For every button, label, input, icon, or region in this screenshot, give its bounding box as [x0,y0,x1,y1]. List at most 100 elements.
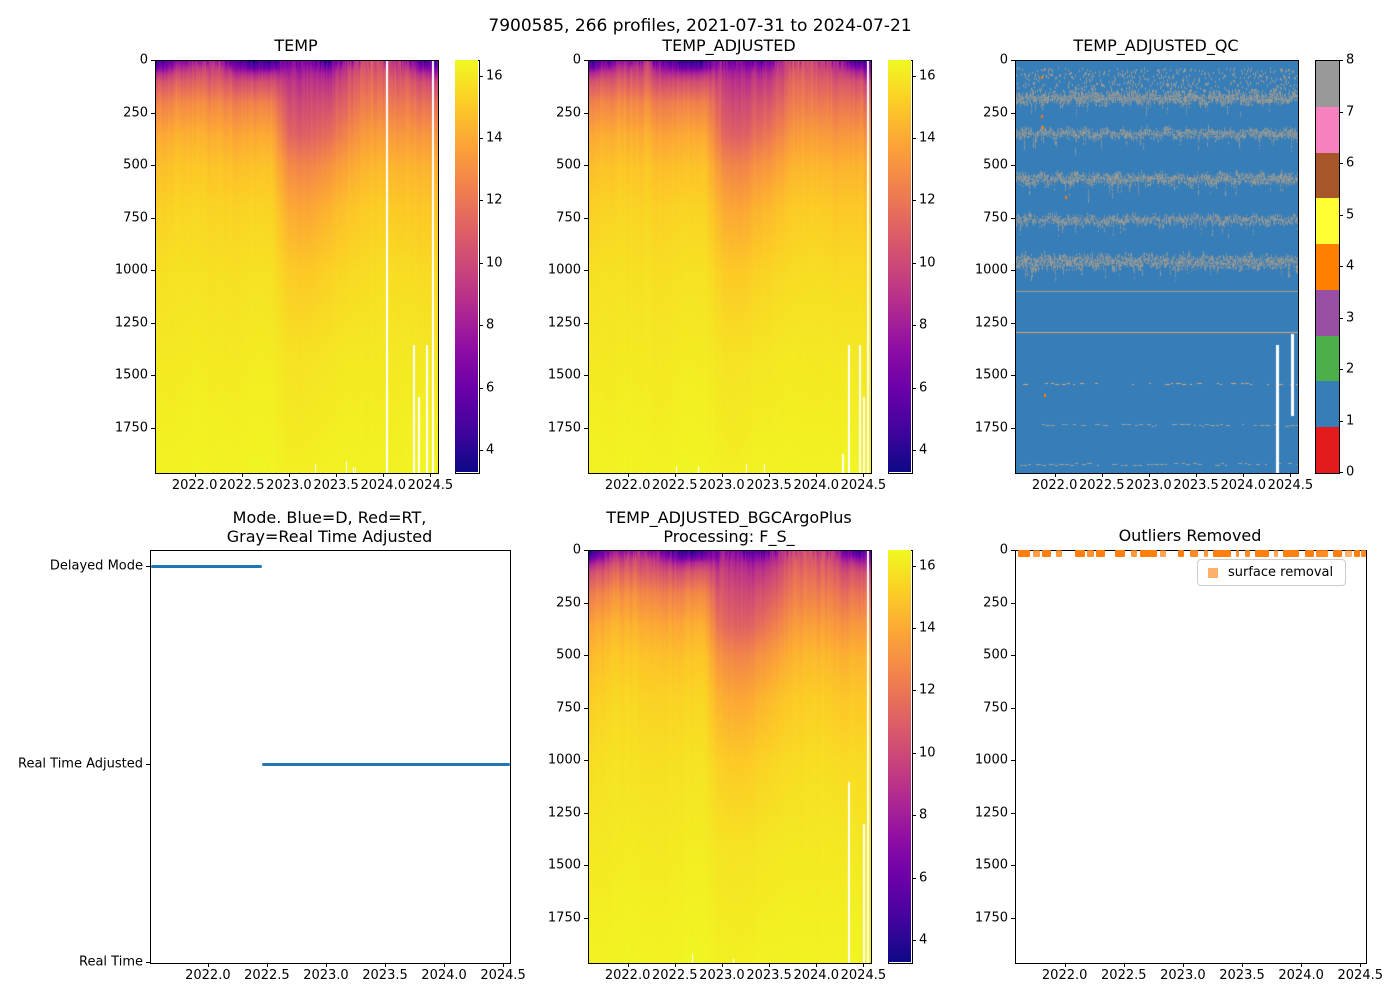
y-tick-label: 0 [572,542,581,558]
colorbar-tick [912,940,916,942]
mode-category-label: Delayed Mode [49,558,143,574]
colorbar-tick-label: 0 [1346,464,1355,480]
colorbar-tick [479,262,483,264]
x-tick [266,963,268,967]
colorbar-tick-label: 12 [919,192,936,208]
y-tick-label: 1750 [547,910,581,926]
bgc-title: TEMP_ADJUSTED_BGCArgoPlus Processing: F_… [606,508,851,546]
temp-adjusted-colorbar [888,60,913,474]
x-tick-label: 2023.0 [1126,478,1172,493]
x-tick [674,963,676,967]
qc-colorbar-segment [1316,61,1339,107]
surface-removal-marker-run [1204,549,1208,557]
temp-colorbar [455,60,480,474]
colorbar-tick-label: 4 [486,442,495,458]
y-tick-label: 0 [999,52,1008,68]
x-tick-label: 2022.0 [1031,478,1078,493]
x-tick-label: 2024.5 [840,968,887,983]
y-tick [584,427,588,429]
x-tick-label: 2024.5 [480,968,526,983]
colorbar-tick-label: 6 [486,380,495,396]
y-tick [584,112,588,114]
x-tick-label: 2022.0 [1041,968,1088,983]
x-tick-label: 2023.5 [1219,968,1265,983]
x-tick [1360,963,1362,967]
y-tick [151,322,155,324]
bgc-heatmap-axes [588,550,872,964]
temp-adjusted-title: TEMP_ADJUSTED [662,36,796,55]
colorbar-tick-label: 14 [919,620,936,636]
colorbar-tick-label: 8 [919,807,928,823]
surface-removal-marker-run [1254,549,1270,557]
x-tick-label: 2023.0 [266,478,312,493]
qc-colorbar-segment [1316,427,1339,473]
x-tick [769,963,771,967]
y-tick-label: 750 [983,700,1008,716]
y-tick [1011,760,1015,762]
x-tick [816,963,818,967]
temp-title: TEMP [274,36,318,55]
x-tick-label: 2023.5 [746,968,792,983]
y-tick-label: 1000 [547,262,581,278]
surface-removal-marker-run [1354,549,1361,557]
x-tick-label: 2023.0 [699,968,745,983]
x-tick-label: 2022.0 [171,478,218,493]
colorbar-tick [479,75,483,77]
y-tick-label: 500 [556,157,581,173]
y-tick [584,270,588,272]
y-tick [1011,165,1015,167]
y-tick [151,270,155,272]
x-tick [721,963,723,967]
surface-removal-marker-run [1361,549,1366,557]
y-tick-label: 1000 [114,262,148,278]
y-tick-label: 750 [983,210,1008,226]
colorbar-tick-label: 12 [486,192,503,208]
x-tick-label: 2024.5 [1337,968,1384,983]
x-tick [207,963,209,967]
colorbar-tick-label: 10 [919,255,936,271]
colorbar-tick [1339,163,1343,164]
y-tick-label: 1250 [547,315,581,331]
mode-category-label: Real Time [79,954,143,970]
y-tick [151,217,155,219]
y-tick [584,60,588,61]
y-tick-label: 1250 [974,315,1008,331]
surface-removal-marker-run [1096,549,1105,557]
x-tick-label: 2022.5 [1101,968,1147,983]
x-tick-label: 2022.5 [1079,478,1125,493]
x-tick-label: 2024.5 [407,478,454,493]
x-tick-label: 2024.0 [1220,478,1266,493]
colorbar-tick-label: 1 [1346,413,1355,428]
temp-heatmap-canvas [156,61,438,473]
mode-title-line1: Mode. Blue=D, Red=RT, [232,508,427,527]
colorbar-tick [912,138,916,140]
y-tick [151,165,155,167]
surface-removal-marker-run [1042,549,1052,557]
x-tick [194,473,196,477]
x-tick [444,963,446,967]
colorbar-tick-label: 8 [1346,52,1355,68]
y-tick [1011,112,1015,114]
colorbar-tick [1339,420,1343,422]
temp-adjusted-qc-title: TEMP_ADJUSTED_QC [1073,36,1239,55]
temp-adjusted-qc-canvas [1016,61,1298,473]
y-tick-label: 1750 [114,420,148,436]
x-tick [383,473,385,477]
y-tick [151,375,155,377]
colorbar-tick-label: 14 [919,130,936,146]
colorbar-tick [912,387,916,389]
qc-colorbar-segment [1316,381,1339,428]
y-tick [1011,865,1015,867]
x-tick-label: 2023.5 [362,968,408,983]
surface-removal-marker-run [1032,549,1040,557]
x-tick-label: 2022.5 [219,478,265,493]
temp-adjusted-heatmap-axes [588,60,872,474]
colorbar-tick [912,262,916,264]
x-tick-label: 2024.5 [840,478,887,493]
colorbar-tick [1339,317,1343,319]
colorbar-tick-label: 7 [1346,104,1355,119]
x-tick [288,473,290,477]
y-tick [151,112,155,114]
y-tick-label: 250 [123,105,148,121]
mode-line [151,565,262,569]
